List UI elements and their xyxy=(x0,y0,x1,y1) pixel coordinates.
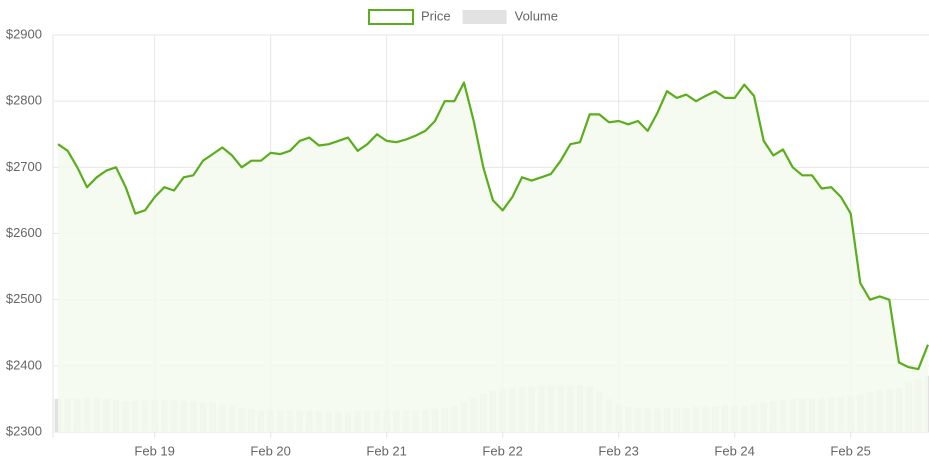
y-tick-label: $2700 xyxy=(6,159,42,174)
legend-label: Price xyxy=(421,8,451,23)
x-tick-label: Feb 25 xyxy=(830,443,870,458)
x-tick-label: Feb 20 xyxy=(250,443,290,458)
x-tick-label: Feb 22 xyxy=(482,443,522,458)
price-area xyxy=(58,82,928,432)
legend-swatch xyxy=(462,10,507,24)
x-tick-label: Feb 21 xyxy=(366,443,406,458)
x-tick-label: Feb 24 xyxy=(714,443,754,458)
y-tick-label: $2800 xyxy=(6,93,42,108)
y-tick-label: $2300 xyxy=(6,423,42,438)
x-tick-label: Feb 19 xyxy=(134,443,174,458)
x-tick-label: Feb 23 xyxy=(598,443,638,458)
y-tick-label: $2600 xyxy=(6,225,42,240)
y-tick-label: $2900 xyxy=(6,26,42,41)
y-tick-label: $2400 xyxy=(6,357,42,372)
y-tick-label: $2500 xyxy=(6,291,42,306)
price-line xyxy=(57,81,929,371)
legend-swatch xyxy=(368,9,414,25)
legend-label: Volume xyxy=(515,8,558,23)
